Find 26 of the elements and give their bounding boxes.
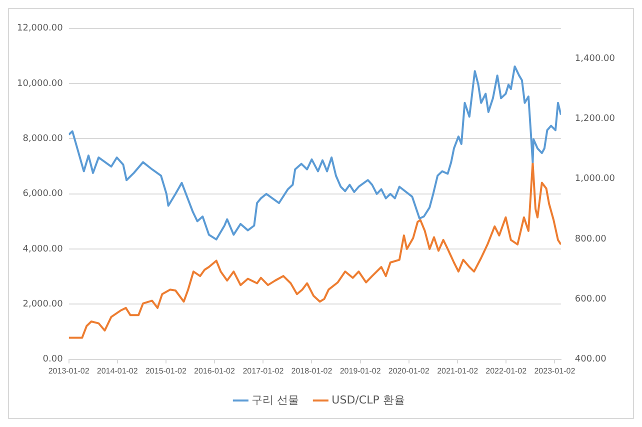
y-tick-label: 10,000.00 (16, 78, 64, 89)
y2-tick-label: 1,400.00 (574, 54, 616, 64)
y-tick-label: 4,000.00 (22, 244, 64, 254)
x-tick-label: 2013-01-02 (48, 366, 90, 376)
y-tick-label: 8,000.00 (22, 134, 64, 144)
y-tick-label: 12,000.00 (16, 24, 64, 34)
x-tick-label: 2023-01-02 (534, 366, 576, 376)
legend-label: USD/CLP 환율 (332, 393, 405, 406)
x-tick-label: 2020-01-02 (388, 366, 430, 376)
y2-tick-label: 1,000.00 (574, 174, 616, 184)
y2-tick-label: 400.00 (574, 354, 607, 365)
y2-tick-label: 1,200.00 (574, 114, 616, 124)
x-tick-label: 2014-01-02 (96, 366, 138, 376)
x-tick-label: 2016-01-02 (194, 366, 236, 376)
x-tick-label: 2022-01-02 (486, 366, 528, 376)
y-tick-label: 6,000.00 (22, 189, 64, 200)
x-tick-label: 2018-01-02 (291, 366, 333, 376)
y2-tick-label: 600.00 (574, 294, 607, 305)
x-tick-label: 2019-01-02 (340, 366, 382, 376)
y-tick-label: 0.00 (42, 354, 64, 365)
x-tick-label: 2015-01-02 (145, 366, 187, 376)
y-tick-label: 2,000.00 (22, 300, 64, 310)
y2-tick-label: 800.00 (574, 234, 607, 244)
x-tick-label: 2021-01-02 (437, 366, 479, 376)
x-tick-label: 2017-01-02 (242, 366, 284, 376)
legend-label: 구리 선물 (252, 393, 300, 406)
